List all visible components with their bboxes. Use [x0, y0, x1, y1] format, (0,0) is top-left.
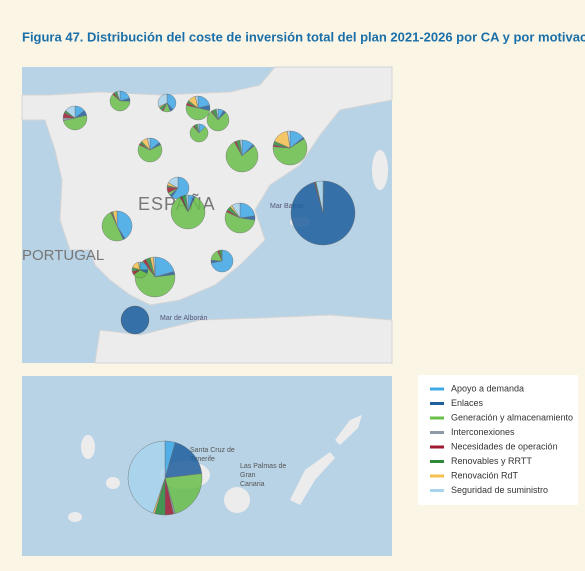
- pie-slice: [171, 176, 190, 200]
- legend-swatch: [430, 460, 444, 463]
- legend-swatch: [430, 474, 444, 478]
- pie: [166, 176, 190, 200]
- island: [372, 150, 388, 190]
- land: [21, 66, 393, 306]
- city-label: Gran: [240, 472, 256, 479]
- pie-slice: [206, 111, 230, 132]
- legend-swatch: [430, 416, 444, 420]
- legend-label: Renovables y RRTT: [451, 456, 532, 466]
- pie: [157, 93, 177, 113]
- pie-slice: [231, 202, 241, 219]
- legend-swatch: [430, 402, 444, 405]
- island: [290, 452, 335, 505]
- pie-slice: [157, 93, 168, 107]
- pie-slice: [137, 144, 163, 163]
- pie-slice: [224, 211, 256, 234]
- pie-slice: [166, 93, 177, 110]
- sea-label: Mar de Alborán: [160, 315, 208, 322]
- pie-slice: [272, 138, 308, 166]
- canary-map: [22, 376, 392, 556]
- country-label: PORTUGAL: [22, 247, 104, 264]
- city-label: Canaria: [240, 481, 265, 488]
- pie-slice: [168, 176, 179, 189]
- title: Figura 47. Distribución del coste de inv…: [22, 29, 585, 44]
- sea: [22, 376, 392, 556]
- island: [81, 435, 95, 459]
- pie: [170, 194, 206, 230]
- pie-slice: [65, 105, 76, 119]
- legend-label: Seguridad de suministro: [451, 485, 548, 495]
- pie-slice: [147, 137, 151, 151]
- pie: [224, 202, 256, 234]
- pie: [210, 249, 234, 273]
- pie-slice: [315, 180, 324, 214]
- pie: [290, 180, 356, 246]
- legend: Apoyo a demanda Enlaces Generación y almac…: [430, 383, 573, 495]
- island: [106, 477, 120, 489]
- pie: [225, 139, 259, 173]
- land: [94, 314, 393, 364]
- pie-slice: [218, 249, 223, 262]
- pie-slice: [138, 261, 141, 271]
- city-label: Santa Cruz de: [190, 447, 235, 454]
- pie: [109, 90, 131, 112]
- pie-slice: [109, 93, 131, 112]
- pie-slice: [185, 105, 210, 121]
- pie-slice: [287, 130, 291, 149]
- pie-slice: [170, 196, 206, 230]
- pie-slice: [164, 473, 203, 514]
- pie-slice: [195, 95, 199, 109]
- legend-swatch: [430, 445, 444, 449]
- legend-swatch: [430, 387, 444, 391]
- pie: [137, 137, 163, 163]
- legend-swatch: [430, 431, 444, 434]
- legend-label: Enlaces: [451, 398, 484, 408]
- city-label: Las Palmas de: [240, 463, 286, 470]
- legend-box: [418, 375, 578, 505]
- pie-slice: [63, 115, 88, 131]
- pie-slice: [164, 442, 203, 479]
- legend-label: Renovación RdT: [451, 470, 519, 480]
- pie-slice: [101, 212, 124, 242]
- pie-slice: [112, 210, 118, 227]
- legend-label: Necesidades de operación: [451, 441, 558, 451]
- pies: [62, 90, 356, 516]
- pie: [131, 261, 149, 279]
- pie-slice: [153, 256, 156, 278]
- pie-slice: [189, 125, 209, 143]
- pie: [127, 440, 203, 516]
- pie: [120, 305, 150, 335]
- pie: [272, 130, 308, 166]
- legend-label: Apoyo a demanda: [451, 383, 524, 393]
- pie-slice: [120, 305, 150, 335]
- legend-swatch: [430, 489, 444, 492]
- island: [224, 487, 250, 513]
- sea-label: Mar Balear: [270, 203, 305, 210]
- island: [335, 415, 362, 445]
- pie: [101, 210, 133, 242]
- pie-slice: [216, 108, 219, 121]
- legend-label: Interconexiones: [451, 427, 515, 437]
- island: [68, 512, 82, 522]
- pie-slice: [127, 440, 166, 514]
- pie: [206, 108, 230, 132]
- pie-slice: [239, 139, 243, 157]
- pie-slice: [185, 194, 189, 213]
- pie-slice: [116, 90, 121, 102]
- pie-slice: [225, 141, 259, 173]
- pie: [189, 123, 209, 143]
- pie-slice: [197, 123, 200, 134]
- legend-label: Generación y almacenamiento: [451, 412, 573, 422]
- city-label: Tenerife: [190, 456, 215, 463]
- pie: [185, 95, 211, 121]
- pie: [62, 105, 88, 131]
